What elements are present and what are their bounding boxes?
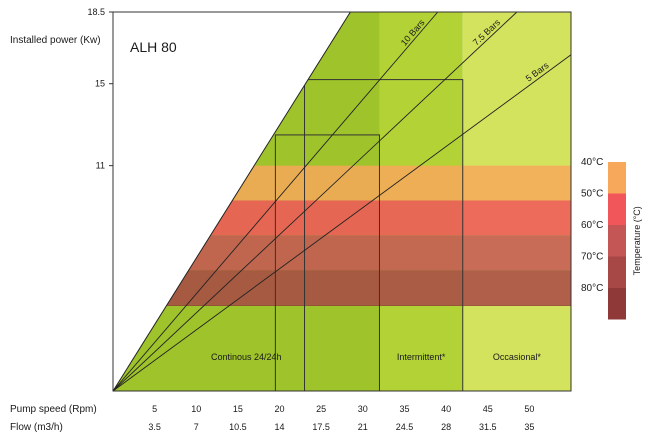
zone-label-2: Occasional* xyxy=(493,352,542,362)
temp-swatch-1 xyxy=(608,193,626,225)
speed-tick-label-5: 30 xyxy=(358,404,368,414)
speed-tick-label-4: 25 xyxy=(316,404,326,414)
flow-tick-label-7: 28 xyxy=(441,422,451,432)
pressure-line-2 xyxy=(112,11,518,392)
temperature-axis-label: Temperature (°C) xyxy=(632,206,642,275)
temp-swatch-3 xyxy=(608,256,626,288)
temp-label-0: 40°C xyxy=(581,157,603,168)
flow-tick-label-6: 24.5 xyxy=(396,422,414,432)
speed-tick-label-9: 50 xyxy=(524,404,534,414)
y-axis-label: Installed power (Kw) xyxy=(10,35,101,46)
flow-tick-label-8: 31.5 xyxy=(479,422,497,432)
speed-tick-label-0: 5 xyxy=(152,404,157,414)
speed-tick-label-1: 10 xyxy=(191,404,201,414)
temp-swatch-2 xyxy=(608,225,626,257)
flow-tick-label-5: 21 xyxy=(358,422,368,432)
plot-frame xyxy=(112,11,572,392)
zone-label-1: Intermittent* xyxy=(397,352,446,362)
pressure-line-3 xyxy=(112,54,572,392)
temp-label-4: 80°C xyxy=(581,283,603,294)
white-wedge xyxy=(112,11,351,392)
y-axis-ticks: 18.5 15 11 xyxy=(87,7,113,171)
temperature-band-3 xyxy=(113,270,571,305)
x-axis-label-speed: Pump speed (Rpm) xyxy=(10,404,97,415)
flow-tick-label-9: 35 xyxy=(524,422,534,432)
y-tick-label-2: 11 xyxy=(96,161,105,171)
speed-tick-label-6: 35 xyxy=(399,404,409,414)
temp-label-3: 70°C xyxy=(581,252,603,263)
speed-tick-label-3: 20 xyxy=(275,404,285,414)
x-axis-ticks: 5 3.5 10 7 15 10.5 20 14 25 17.5 30 21 35 24.5 40 28 45 3… xyxy=(148,404,534,432)
temp-swatch-0 xyxy=(608,162,626,194)
speed-tick-label-2: 15 xyxy=(233,404,243,414)
chart-title: ALH 80 xyxy=(130,39,177,55)
speed-tick-label-8: 45 xyxy=(483,404,493,414)
flow-tick-label-4: 17.5 xyxy=(312,422,330,432)
pressure-line-1 xyxy=(112,11,439,392)
temp-swatch-4 xyxy=(608,288,626,320)
temperature-axis: 40°C 50°C 60°C 70°C 80°C Temperature (°C) xyxy=(581,157,642,320)
speed-tick-label-7: 40 xyxy=(441,404,451,414)
x-axis-label-flow: Flow (m3/h) xyxy=(10,422,63,433)
y-tick-label-0: 18.5 xyxy=(87,7,105,17)
temp-label-2: 60°C xyxy=(581,220,603,231)
flow-tick-label-0: 3.5 xyxy=(148,422,161,432)
flow-tick-label-3: 14 xyxy=(275,422,285,432)
y-tick-label-1: 15 xyxy=(95,79,105,89)
temperature-band-4 xyxy=(113,304,571,306)
flow-tick-label-1: 7 xyxy=(194,422,199,432)
pressure-line-edge xyxy=(112,11,351,392)
zone-label-0: Continous 24/24h xyxy=(211,352,282,362)
temp-label-1: 50°C xyxy=(581,189,603,200)
flow-tick-label-2: 10.5 xyxy=(229,422,247,432)
